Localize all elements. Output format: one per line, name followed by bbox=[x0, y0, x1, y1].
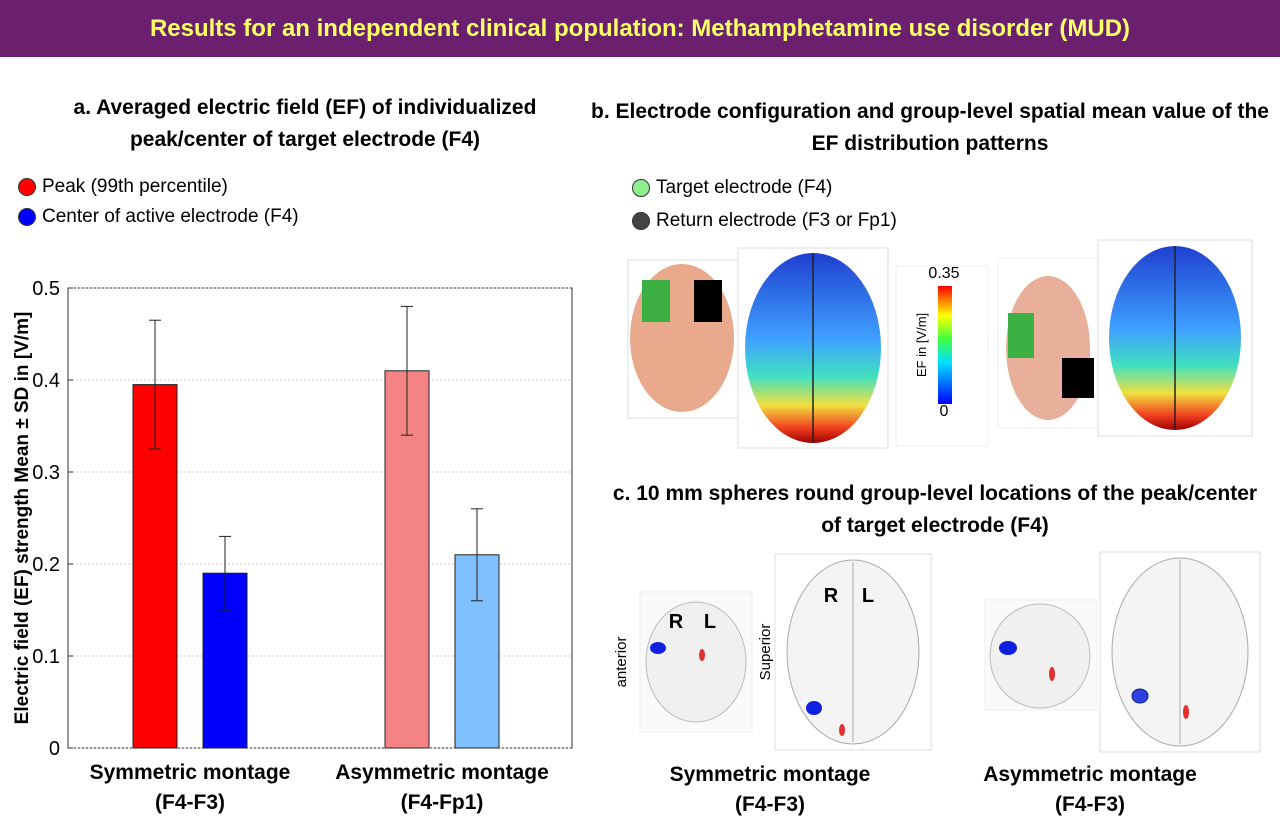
panel-c-title: c. 10 mm spheres round group-level locat… bbox=[612, 482, 1258, 537]
legend-swatch bbox=[18, 208, 36, 226]
hemisphere-label: L bbox=[704, 611, 716, 633]
center-sphere bbox=[1131, 688, 1149, 704]
montage-label: Symmetric montage (F4-F3) bbox=[669, 763, 871, 816]
brain-outline bbox=[645, 601, 747, 723]
panel-b-images: 0.35 0 EF in [V/m] bbox=[627, 239, 1253, 449]
brain-outline bbox=[989, 603, 1091, 709]
center-sphere bbox=[650, 642, 666, 654]
y-tick-label: 0.1 bbox=[32, 646, 60, 668]
chart: 0 0.1 0.2 0.3 0.4 0.5 Electric field (EF) stre… bbox=[12, 278, 573, 760]
view-label: Superior bbox=[757, 624, 774, 681]
legend-item: Peak (99th percentile) bbox=[18, 176, 299, 198]
legend-label: Center of active electrode (F4) bbox=[42, 206, 299, 227]
y-tick-label: 0.3 bbox=[32, 462, 60, 484]
colorbar bbox=[938, 286, 952, 404]
legend-item: Target electrode (F4) bbox=[632, 177, 832, 199]
panel-c-images: anterior R L Superior R L bbox=[613, 551, 1261, 753]
hemisphere-label: R bbox=[669, 611, 684, 633]
peak-sphere bbox=[839, 724, 845, 736]
colorbar-min: 0 bbox=[940, 403, 949, 420]
y-axis-label: Electric field (EF) strength Mean ± SD i… bbox=[12, 312, 33, 725]
chart-title: a. Averaged electric field (EF) of indiv… bbox=[73, 96, 537, 151]
x-tick-label: Symmetric montage (F4-F3) bbox=[89, 761, 291, 814]
header-title: Results for an independent clinical popu… bbox=[0, 0, 1280, 57]
montage-label: Asymmetric montage (F4-F3) bbox=[983, 763, 1197, 816]
y-tick-label: 0.4 bbox=[32, 370, 60, 392]
legend: Peak (99th percentile) Center of active e… bbox=[18, 176, 299, 236]
colorbar-label: EF in [V/m] bbox=[914, 313, 929, 377]
y-tick-label: 0.5 bbox=[32, 278, 60, 300]
legend-label: Return electrode (F3 or Fp1) bbox=[656, 210, 897, 231]
target-electrode bbox=[1008, 313, 1034, 358]
hemisphere-label: R bbox=[824, 585, 839, 607]
y-tick-label: 0 bbox=[49, 738, 60, 760]
colorbar-max: 0.35 bbox=[928, 265, 959, 282]
target-electrode bbox=[642, 280, 670, 322]
return-electrode bbox=[1062, 358, 1094, 398]
center-sphere bbox=[999, 641, 1017, 655]
center-sphere bbox=[806, 701, 822, 715]
legend-label: Peak (99th percentile) bbox=[42, 176, 228, 197]
x-tick-label: Asymmetric montage (F4-Fp1) bbox=[335, 761, 549, 814]
view-label: anterior bbox=[613, 637, 630, 688]
legend-swatch bbox=[18, 178, 36, 196]
peak-sphere bbox=[1049, 667, 1055, 681]
legend-item: Return electrode (F3 or Fp1) bbox=[632, 210, 897, 232]
peak-sphere bbox=[1183, 705, 1189, 719]
panel-b-title: b. Electrode configuration and group-lev… bbox=[591, 100, 1269, 155]
legend-label: Target electrode (F4) bbox=[656, 177, 833, 198]
hemisphere-label: L bbox=[862, 585, 874, 607]
return-electrode bbox=[694, 280, 722, 322]
legend-item: Center of active electrode (F4) bbox=[18, 206, 299, 228]
y-tick-label: 0.2 bbox=[32, 554, 60, 576]
peak-sphere bbox=[699, 649, 705, 661]
